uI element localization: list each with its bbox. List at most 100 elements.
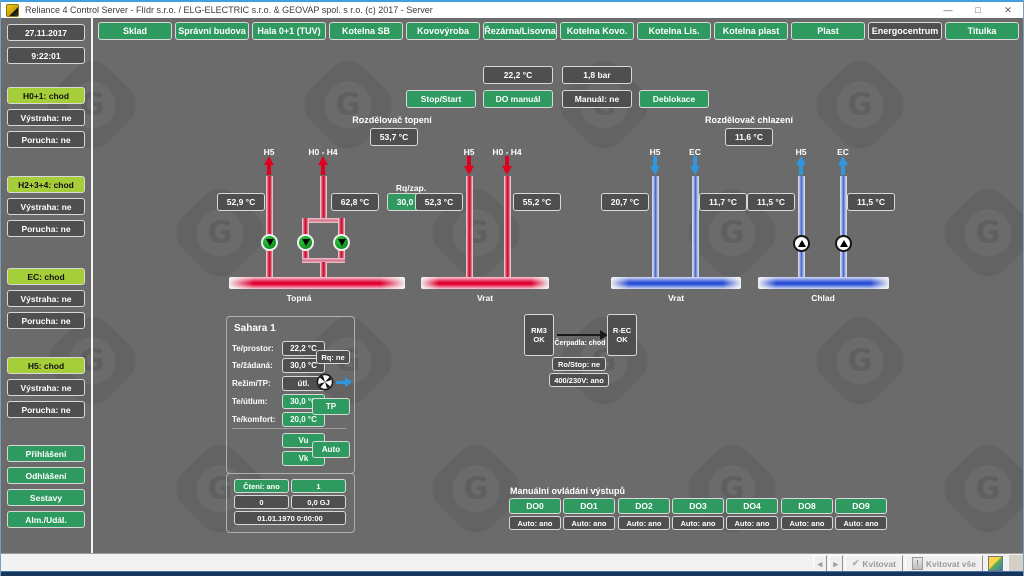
do1-auto-status: Auto: ano <box>563 516 615 530</box>
sahara-rq-status: Rq: ne <box>316 350 350 364</box>
sahara-title: Sahara 1 <box>234 323 276 334</box>
ack-button[interactable]: ✔ Kvitovat <box>844 555 903 572</box>
pump-icon[interactable] <box>333 234 350 251</box>
svg-text:G: G <box>975 215 1000 250</box>
pump-icon[interactable] <box>297 234 314 251</box>
sahara-row-label: Režim/TP: <box>232 379 271 388</box>
svg-text:G: G <box>847 87 872 122</box>
reports-button[interactable]: Sestavy <box>7 489 85 506</box>
window-controls: — □ ✕ <box>933 2 1023 18</box>
do9-button[interactable]: DO9 <box>835 498 887 514</box>
pressure-display: 1,8 bar <box>562 66 632 84</box>
warning-h2-3-4: Výstraha: ne <box>7 198 85 215</box>
cooling-supply-ec-label: EC <box>837 147 849 157</box>
do2-button[interactable]: DO2 <box>618 498 670 514</box>
meter-timestamp-display: 01.01.1970 0:00:00 <box>234 511 346 525</box>
sahara-room-temp: 22,2 °C <box>282 341 325 356</box>
alarms-button[interactable]: Alm./Udál. <box>7 511 85 528</box>
heating-return-h0h4-temp: 55,2 °C <box>513 193 561 211</box>
meter-id-button[interactable]: 1 <box>291 479 346 493</box>
window-bottom-border <box>1 571 1023 576</box>
login-button[interactable]: Přihlášení <box>7 445 85 462</box>
power-status: 400/230V: ano <box>549 373 609 387</box>
sahara-mode-display: útl. <box>282 376 325 391</box>
pump-icon[interactable] <box>261 234 278 251</box>
do3-button[interactable]: DO3 <box>672 498 724 514</box>
airflow-arrow-icon <box>336 377 352 387</box>
do0-button[interactable]: DO0 <box>509 498 561 514</box>
sahara-row-label: Te/prostor: <box>232 344 274 353</box>
window-title: Reliance 4 Control Server - Flídr s.r.o.… <box>25 5 433 15</box>
stop-start-button[interactable]: Stop/Start <box>406 90 476 108</box>
do-manual-button[interactable]: DO manuál <box>483 90 553 108</box>
rm3-status-box: RM3 OK <box>524 314 554 356</box>
sahara-meter-panel <box>226 473 355 533</box>
nav-bar: Sklad Správní budova Hala 0+1 (TUV) Kote… <box>98 22 1019 40</box>
ack-label: Kvitovat <box>862 558 896 569</box>
sahara-row-label: Te/komfort: <box>232 415 276 424</box>
nav-kovovyroba[interactable]: Kovovýroba <box>406 22 480 40</box>
nav-kotelna-sb[interactable]: Kotelna SB <box>329 22 403 40</box>
date-display: 27.11.2017 <box>7 24 85 41</box>
sahara-auto-button[interactable]: Auto <box>312 441 350 458</box>
nav-spravni-budova[interactable]: Správní budova <box>175 22 249 40</box>
maximize-button[interactable]: □ <box>975 5 981 15</box>
ack-all-button[interactable]: ! Kvitovat vše <box>904 555 983 572</box>
rm3-status: OK <box>533 335 545 344</box>
pump-icon[interactable] <box>835 235 852 252</box>
heating-return-h5-label: H5 <box>463 147 475 157</box>
do1-button[interactable]: DO1 <box>563 498 615 514</box>
flow-arrow-down-icon <box>649 156 661 175</box>
alarm-prev-button[interactable]: ◄ <box>812 555 827 572</box>
heating-return-h0h4-label: H0 - H4 <box>492 147 522 157</box>
do4-button[interactable]: DO4 <box>726 498 778 514</box>
nav-rezarna-lisovna[interactable]: Řezárna/Lisovna <box>483 22 557 40</box>
heating-setpoint-label: Rq/zap. <box>395 183 427 193</box>
nav-plast[interactable]: Plast <box>791 22 865 40</box>
sahara-tp-button[interactable]: TP <box>312 398 350 415</box>
fault-ec: Porucha: ne <box>7 312 85 329</box>
pump-icon[interactable] <box>793 235 810 252</box>
warning-ec: Výstraha: ne <box>7 290 85 307</box>
cooling-supply-h5-temp: 11,5 °C <box>747 193 795 211</box>
sahara-comfort-setpoint-button[interactable]: 20,0 °C <box>282 412 325 427</box>
cooling-supply-bus-label: Chlad <box>811 293 835 303</box>
meter-reading-button[interactable]: Čtení: ano <box>234 479 289 493</box>
cooling-supply-h5-pipe <box>798 176 805 278</box>
cooling-title: Rozdělovač chlazení <box>704 115 794 125</box>
nav-kotelna-lis[interactable]: Kotelna Lis. <box>637 22 711 40</box>
alarm-next-button[interactable]: ► <box>828 555 843 572</box>
nav-titulka[interactable]: Titulka <box>945 22 1019 40</box>
heating-supply-h5-temp: 52,9 °C <box>217 193 265 211</box>
do3-auto-status: Auto: ano <box>672 516 724 530</box>
meter-count-display: 0 <box>234 495 289 509</box>
flow-arrow-up-icon <box>317 156 329 175</box>
svg-text:G: G <box>975 471 1000 506</box>
rec-status-box: R-EC OK <box>607 314 637 356</box>
flow-line <box>557 334 601 336</box>
deblock-button[interactable]: Deblokace <box>639 90 709 108</box>
minimize-button[interactable]: — <box>943 5 953 15</box>
meter-energy-display: 0,0 GJ <box>291 495 346 509</box>
rm3-label: RM3 <box>531 325 547 335</box>
cooling-supply-bus-pipe <box>758 277 889 289</box>
nav-hala-0-1-tuv[interactable]: Hala 0+1 (TUV) <box>252 22 326 40</box>
nav-kotelna-kovo[interactable]: Kotelna Kovo. <box>560 22 634 40</box>
flow-arrow-down-icon <box>689 156 701 175</box>
heating-return-bus-label: Vrat <box>476 293 494 303</box>
exclamation-icon: ! <box>911 557 923 570</box>
rec-label: R-EC <box>612 325 632 335</box>
status-h0-1: H0+1: chod <box>7 87 85 104</box>
nav-sklad[interactable]: Sklad <box>98 22 172 40</box>
event-log-icon[interactable] <box>988 556 1003 571</box>
close-button[interactable]: ✕ <box>1004 4 1012 15</box>
do8-button[interactable]: DO8 <box>781 498 833 514</box>
logout-button[interactable]: Odhlášení <box>7 467 85 484</box>
do8-auto-status: Auto: ano <box>781 516 833 530</box>
cooling-return-h5-temp: 20,7 °C <box>601 193 649 211</box>
nav-energocentrum[interactable]: Energocentrum <box>868 22 942 40</box>
alarm-bar: ◄ ► ✔ Kvitovat ! Kvitovat vše <box>1 553 1023 573</box>
nav-kotelna-plast[interactable]: Kotelna plast <box>714 22 788 40</box>
heating-title: Rozdělovač topení <box>352 115 432 125</box>
